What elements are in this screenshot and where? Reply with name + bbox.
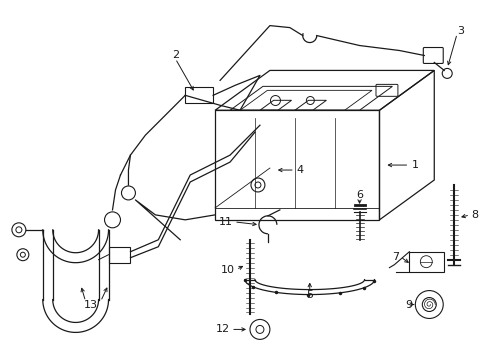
Bar (108, 247, 130, 263)
Text: 13: 13 (83, 300, 98, 310)
Text: 10: 10 (221, 265, 235, 275)
Text: 6: 6 (355, 190, 362, 200)
Text: 1: 1 (410, 160, 418, 170)
Text: 9: 9 (405, 300, 411, 310)
Bar (408, 252, 443, 272)
Text: 11: 11 (219, 217, 233, 227)
Bar (185, 87, 213, 103)
Text: 5: 5 (305, 289, 313, 300)
Text: 4: 4 (296, 165, 304, 175)
Text: 2: 2 (171, 50, 179, 60)
Text: 7: 7 (391, 252, 399, 262)
Text: 12: 12 (216, 324, 229, 334)
Text: 8: 8 (470, 210, 477, 220)
Text: 3: 3 (456, 26, 463, 36)
